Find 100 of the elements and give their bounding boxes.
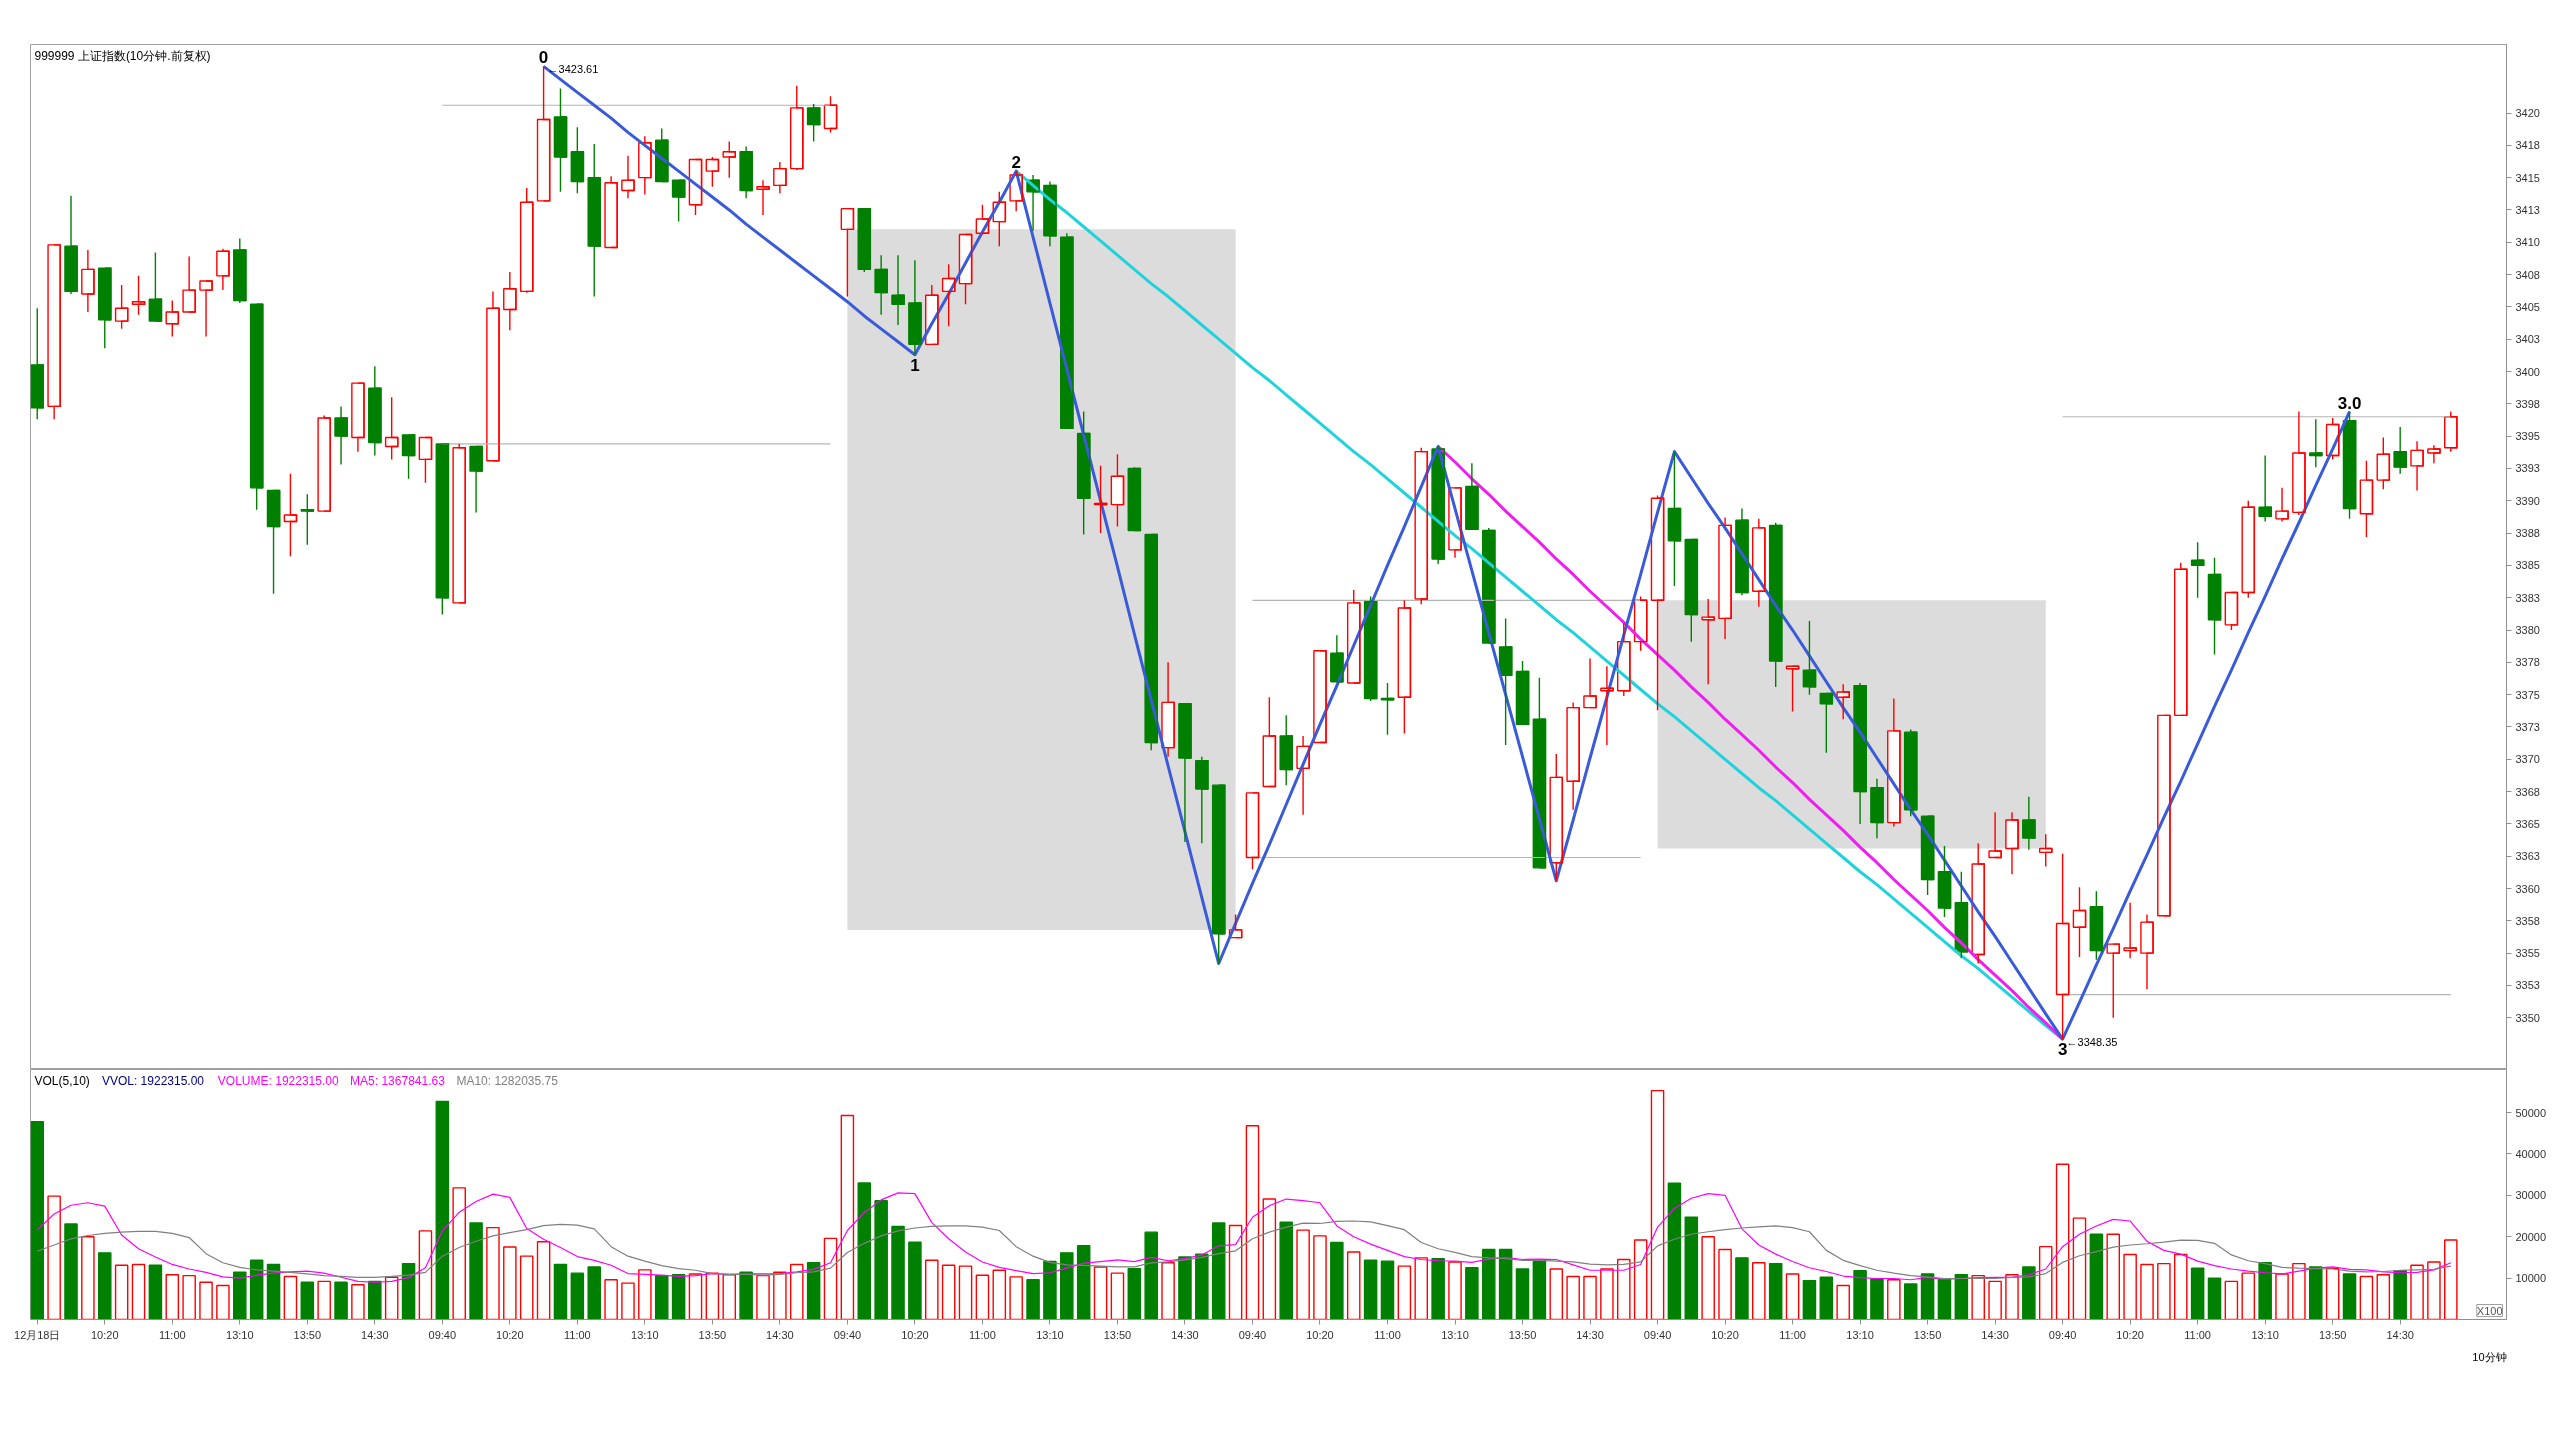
y-tick-label: 3358 (2515, 914, 2540, 927)
bar (553, 1263, 568, 1320)
annotation: 0 (538, 48, 549, 68)
bar (1397, 1265, 1412, 1320)
candlestick (1313, 650, 1327, 744)
bar (1346, 1251, 1361, 1320)
x-tick-label: 14:30 (1171, 1328, 1199, 1341)
annotation: ←3423.61 (547, 63, 599, 76)
bar (1127, 1267, 1142, 1320)
bar (908, 1241, 922, 1320)
bar (1448, 1261, 1462, 1320)
bar (722, 1274, 737, 1320)
bar (317, 1280, 331, 1320)
bar (688, 1273, 703, 1320)
bar (2106, 1233, 2121, 1320)
bar (1735, 1257, 1749, 1320)
y-tick-label: 3395 (2515, 430, 2540, 443)
x-tick-label: 11:00 (1779, 1328, 1806, 1341)
annotation: VVOL: 1922315.00 (101, 1073, 205, 1088)
bar (266, 1263, 281, 1320)
bar (975, 1274, 990, 1320)
bar (2157, 1262, 2171, 1320)
bar (351, 1284, 365, 1320)
bar (1279, 1221, 1293, 1320)
y-tick-label: 3418 (2515, 139, 2540, 152)
y-tick-label: 3408 (2515, 268, 2540, 281)
bar (1988, 1280, 2002, 1320)
x-tick-label: 12月18日 (14, 1328, 61, 1341)
bar (2038, 1245, 2053, 1320)
y-tick-label: 50000 (2515, 1106, 2547, 1119)
y-tick-label: 3353 (2515, 979, 2540, 992)
x-tick-label: 14:30 (361, 1328, 389, 1341)
bar (2055, 1163, 2070, 1320)
chart-title: VOL(5,10) (34, 1073, 90, 1088)
bar (216, 1284, 230, 1320)
bar (1009, 1276, 1023, 1320)
bar (114, 1264, 129, 1320)
bar (519, 1255, 534, 1320)
y-tick-label: 3393 (2515, 462, 2540, 475)
bar (1583, 1275, 1597, 1320)
bar (1296, 1229, 1310, 1320)
x-tick-label: 10:20 (1711, 1328, 1739, 1341)
x-tick-label: 13:50 (1508, 1328, 1537, 1341)
bar (1498, 1248, 1513, 1320)
bar (1532, 1259, 1547, 1320)
bar (233, 1271, 247, 1320)
bar (891, 1225, 905, 1320)
bar (2258, 1262, 2272, 1320)
bar (368, 1280, 382, 1320)
bar (2123, 1253, 2137, 1320)
bar (1363, 1259, 1378, 1320)
x-tick-label: 09:40 (1238, 1328, 1267, 1341)
x-tick-label: 14:30 (766, 1328, 794, 1341)
bar (1650, 1089, 1665, 1320)
bar (992, 1269, 1007, 1320)
y-tick-label: 3380 (2515, 624, 2540, 637)
x-tick-label: 13:10 (226, 1328, 254, 1341)
bar (1431, 1257, 1445, 1320)
y-tick-label: 3400 (2515, 365, 2540, 378)
bar (452, 1187, 466, 1320)
bar (587, 1266, 601, 1320)
bar (503, 1246, 517, 1320)
bar (1026, 1279, 1040, 1320)
bar (2359, 1275, 2374, 1320)
x-tick-label: 13:50 (1103, 1328, 1132, 1341)
bar (840, 1114, 855, 1320)
x-tick-label: 13:50 (293, 1328, 322, 1341)
y-tick-label: 40000 (2515, 1147, 2547, 1160)
bar (1667, 1182, 1682, 1320)
y-tick-label: 3363 (2515, 850, 2540, 863)
y-tick-label: 3420 (2515, 107, 2540, 120)
bar (1110, 1272, 1125, 1320)
bar (1819, 1276, 1834, 1320)
x-tick-label: 13:10 (1846, 1328, 1874, 1341)
bar (2005, 1274, 2019, 1320)
x-tick-label: 13:50 (1913, 1328, 1942, 1341)
bar (1870, 1278, 1884, 1320)
bar (739, 1271, 753, 1320)
x-tick-label: 10:20 (496, 1328, 524, 1341)
bar (1617, 1258, 1631, 1320)
bar (2207, 1277, 2222, 1320)
x-tick-label: 11:00 (563, 1328, 591, 1341)
annotation: 3 (2057, 1040, 2068, 1060)
bar (604, 1279, 618, 1320)
bar (1060, 1252, 1074, 1320)
bar (789, 1263, 804, 1320)
y-tick-label: 3398 (2515, 397, 2540, 410)
bar (469, 1222, 483, 1320)
x-tick-label: 11:00 (1374, 1328, 1401, 1341)
y-axis-title: X100 (2476, 1304, 2503, 1317)
bar (81, 1236, 95, 1320)
bar (2224, 1280, 2239, 1320)
bar (300, 1281, 315, 1320)
y-tick-label: 3390 (2515, 494, 2540, 507)
bar (2022, 1266, 2036, 1320)
candlestick (2157, 714, 2171, 917)
bar (1768, 1262, 1783, 1320)
bar (1161, 1262, 1175, 1320)
bar (2292, 1262, 2306, 1320)
bar (925, 1259, 939, 1320)
